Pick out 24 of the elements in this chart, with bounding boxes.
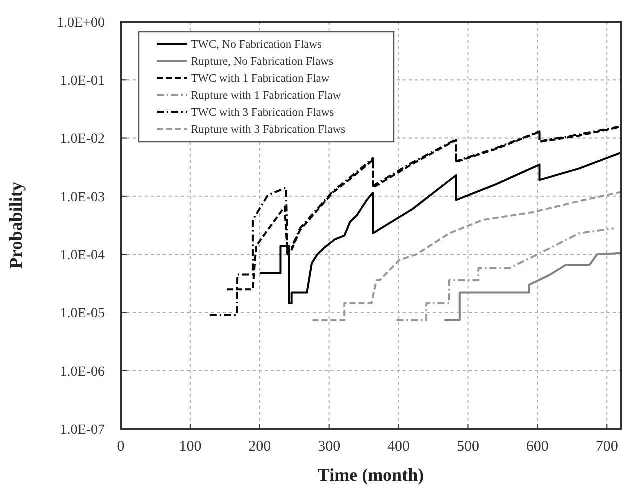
legend-label: TWC with 3 Fabrication Flaws (191, 107, 335, 120)
x-tick-label: 500 (456, 439, 480, 455)
x-tick-label: 300 (318, 439, 341, 455)
y-axis-title: Probability (6, 182, 26, 269)
x-tick-label: 600 (526, 439, 549, 455)
legend-label: Rupture, No Fabrication Flaws (191, 56, 334, 68)
legend-label: Rupture with 1 Fabrication Flaw (191, 90, 342, 102)
legend-label: Rupture with 3 Fabrication Flaws (191, 124, 346, 136)
legend-label: TWC with 1 Fabrication Flaw (191, 73, 330, 86)
y-tick-label: 1.0E-03 (60, 190, 105, 206)
y-tick-label: 1.0E-01 (60, 74, 105, 90)
x-tick-label: 200 (248, 439, 272, 455)
x-axis-title: Time (month) (318, 465, 424, 485)
y-tick-label: 1.0E-02 (60, 132, 105, 148)
x-tick-label: 0 (117, 439, 125, 455)
x-tick-label: 100 (179, 439, 202, 455)
y-tick-label: 1.0E-06 (60, 364, 105, 380)
x-tick-label: 400 (388, 439, 410, 455)
y-tick-label: 1.0E+00 (57, 16, 105, 31)
y-tick-label: 1.0E-05 (60, 306, 105, 322)
legend-label: TWC, No Fabrication Flaws (191, 39, 322, 52)
x-tick-label: 700 (596, 439, 618, 455)
y-tick-label: 1.0E-07 (60, 422, 105, 438)
y-tick-label: 1.0E-04 (60, 248, 105, 264)
